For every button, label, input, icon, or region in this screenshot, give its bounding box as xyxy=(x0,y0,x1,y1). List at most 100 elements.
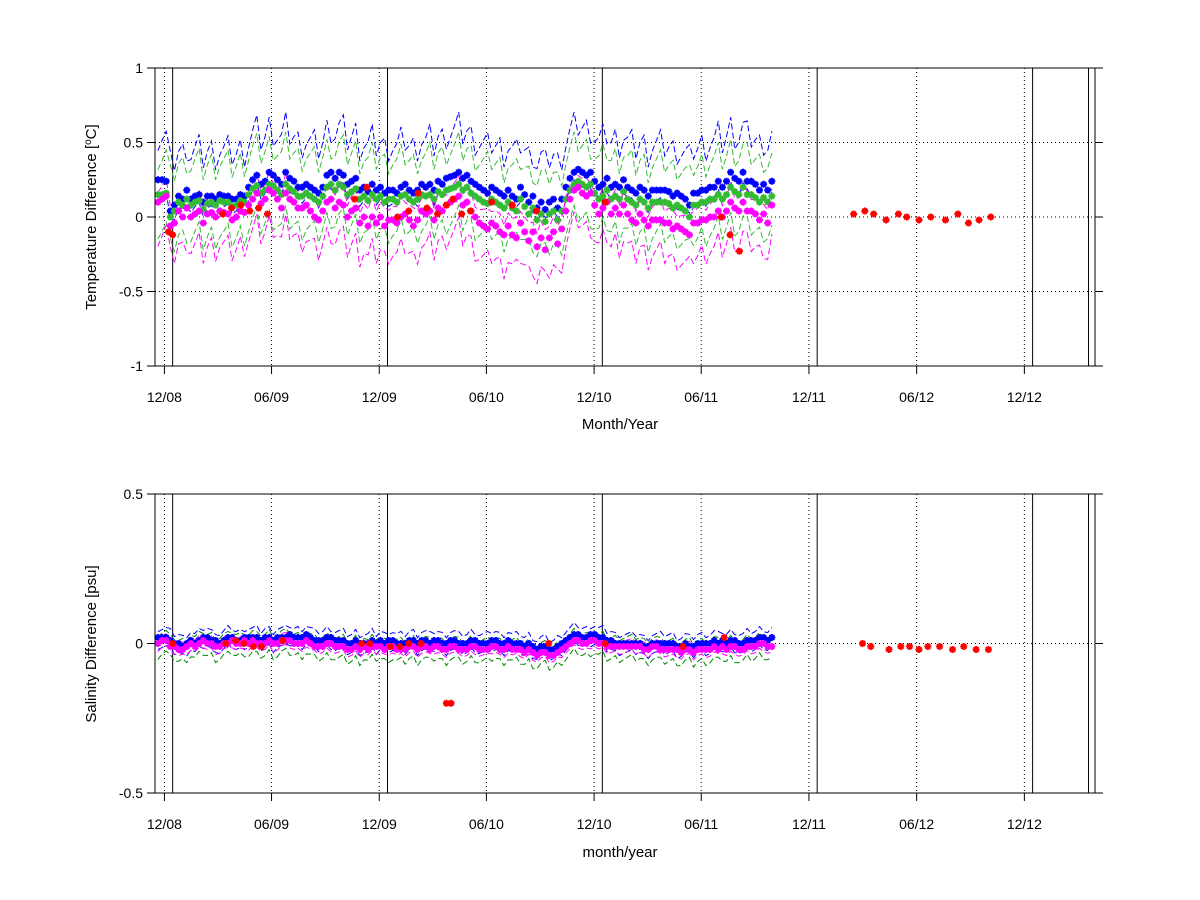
blue-point xyxy=(657,186,665,194)
magenta-point xyxy=(364,645,372,653)
blue-point xyxy=(265,168,273,176)
blue-point xyxy=(751,637,759,645)
blue-point xyxy=(414,640,422,647)
blue-point xyxy=(409,637,417,645)
blue-point xyxy=(694,189,702,197)
magenta-point xyxy=(290,198,298,206)
green-point xyxy=(574,177,582,185)
magenta-point xyxy=(298,204,306,212)
y-tick-label: -0.5 xyxy=(119,785,143,801)
blue-point xyxy=(438,180,446,188)
red-point xyxy=(972,645,980,653)
blue-point xyxy=(273,176,281,184)
magenta-point xyxy=(727,198,735,206)
blue-point xyxy=(319,183,327,191)
magenta-point xyxy=(360,213,368,221)
salinity-x-axis-label: month/year xyxy=(582,844,657,861)
green-point xyxy=(648,198,656,206)
green-point xyxy=(302,189,310,197)
magenta-point xyxy=(624,642,632,650)
green-point xyxy=(455,180,463,188)
red-point xyxy=(964,219,972,227)
blue-point xyxy=(335,168,343,176)
magenta-point xyxy=(475,219,483,227)
green-point xyxy=(311,195,319,203)
blue-point xyxy=(599,634,607,642)
magenta-point xyxy=(228,216,236,224)
green-point xyxy=(434,188,442,196)
blue-point xyxy=(401,180,409,188)
green-point xyxy=(541,217,549,225)
green-point xyxy=(595,195,603,203)
blue-point xyxy=(554,204,562,212)
red-point xyxy=(867,642,875,650)
green-point xyxy=(273,186,281,194)
magenta-point xyxy=(175,645,183,653)
blue-point xyxy=(467,177,475,185)
blue-point xyxy=(253,171,261,179)
green-point xyxy=(723,191,731,199)
blue-point xyxy=(735,177,743,185)
magenta-point xyxy=(331,642,339,650)
magenta-point xyxy=(591,201,599,209)
green-point xyxy=(430,195,438,203)
magenta-point xyxy=(512,645,520,653)
magenta-point xyxy=(422,210,430,218)
magenta-point xyxy=(183,204,191,212)
blue-point xyxy=(706,183,714,191)
blue-point xyxy=(652,186,660,194)
magenta-point xyxy=(640,216,648,224)
green-point xyxy=(422,192,430,200)
x-tick-label: 12/08 xyxy=(147,389,182,405)
green-envelope-lower xyxy=(157,203,773,258)
magenta-point xyxy=(525,645,533,653)
green-point xyxy=(323,183,331,191)
blue-envelope-upper xyxy=(157,111,773,171)
green-point xyxy=(170,207,178,215)
green-point xyxy=(364,197,372,205)
magenta-point xyxy=(224,210,232,218)
green-point xyxy=(599,192,607,200)
blue-point xyxy=(611,180,619,188)
green-point xyxy=(187,201,195,209)
magenta-point xyxy=(554,240,562,248)
blue-point xyxy=(537,642,545,650)
red-point xyxy=(249,642,257,650)
magenta-point xyxy=(743,642,751,650)
magenta-point xyxy=(331,204,339,212)
magenta-point xyxy=(393,219,401,227)
red-point xyxy=(894,210,902,218)
blue-point xyxy=(710,183,718,191)
red-point xyxy=(363,183,371,191)
magenta-point xyxy=(714,207,722,215)
red-point xyxy=(897,642,905,650)
blue-point xyxy=(504,637,512,645)
green-point xyxy=(414,195,422,203)
blue-point xyxy=(578,634,586,642)
magenta-point xyxy=(306,640,314,647)
magenta-point xyxy=(311,642,319,650)
magenta-point xyxy=(290,640,298,647)
magenta-point xyxy=(158,195,166,203)
red-point xyxy=(386,642,394,650)
red-point xyxy=(366,640,374,647)
magenta-point xyxy=(208,209,216,217)
green-point xyxy=(203,200,211,208)
blue-point xyxy=(175,192,183,200)
magenta-point xyxy=(348,207,356,215)
green-point xyxy=(467,189,475,197)
green-point xyxy=(348,188,356,196)
magenta-point xyxy=(158,637,166,645)
magenta-point xyxy=(463,645,471,653)
x-tick-label: 06/11 xyxy=(684,816,718,832)
green-point xyxy=(512,207,520,215)
red-point xyxy=(960,642,968,650)
blue-point xyxy=(327,168,335,176)
magenta-point xyxy=(154,198,162,206)
magenta-point xyxy=(438,645,446,653)
magenta-point xyxy=(199,637,207,645)
blue-point xyxy=(545,645,553,653)
blue-point xyxy=(348,177,356,185)
magenta-point xyxy=(508,645,516,653)
green-point xyxy=(554,216,562,224)
